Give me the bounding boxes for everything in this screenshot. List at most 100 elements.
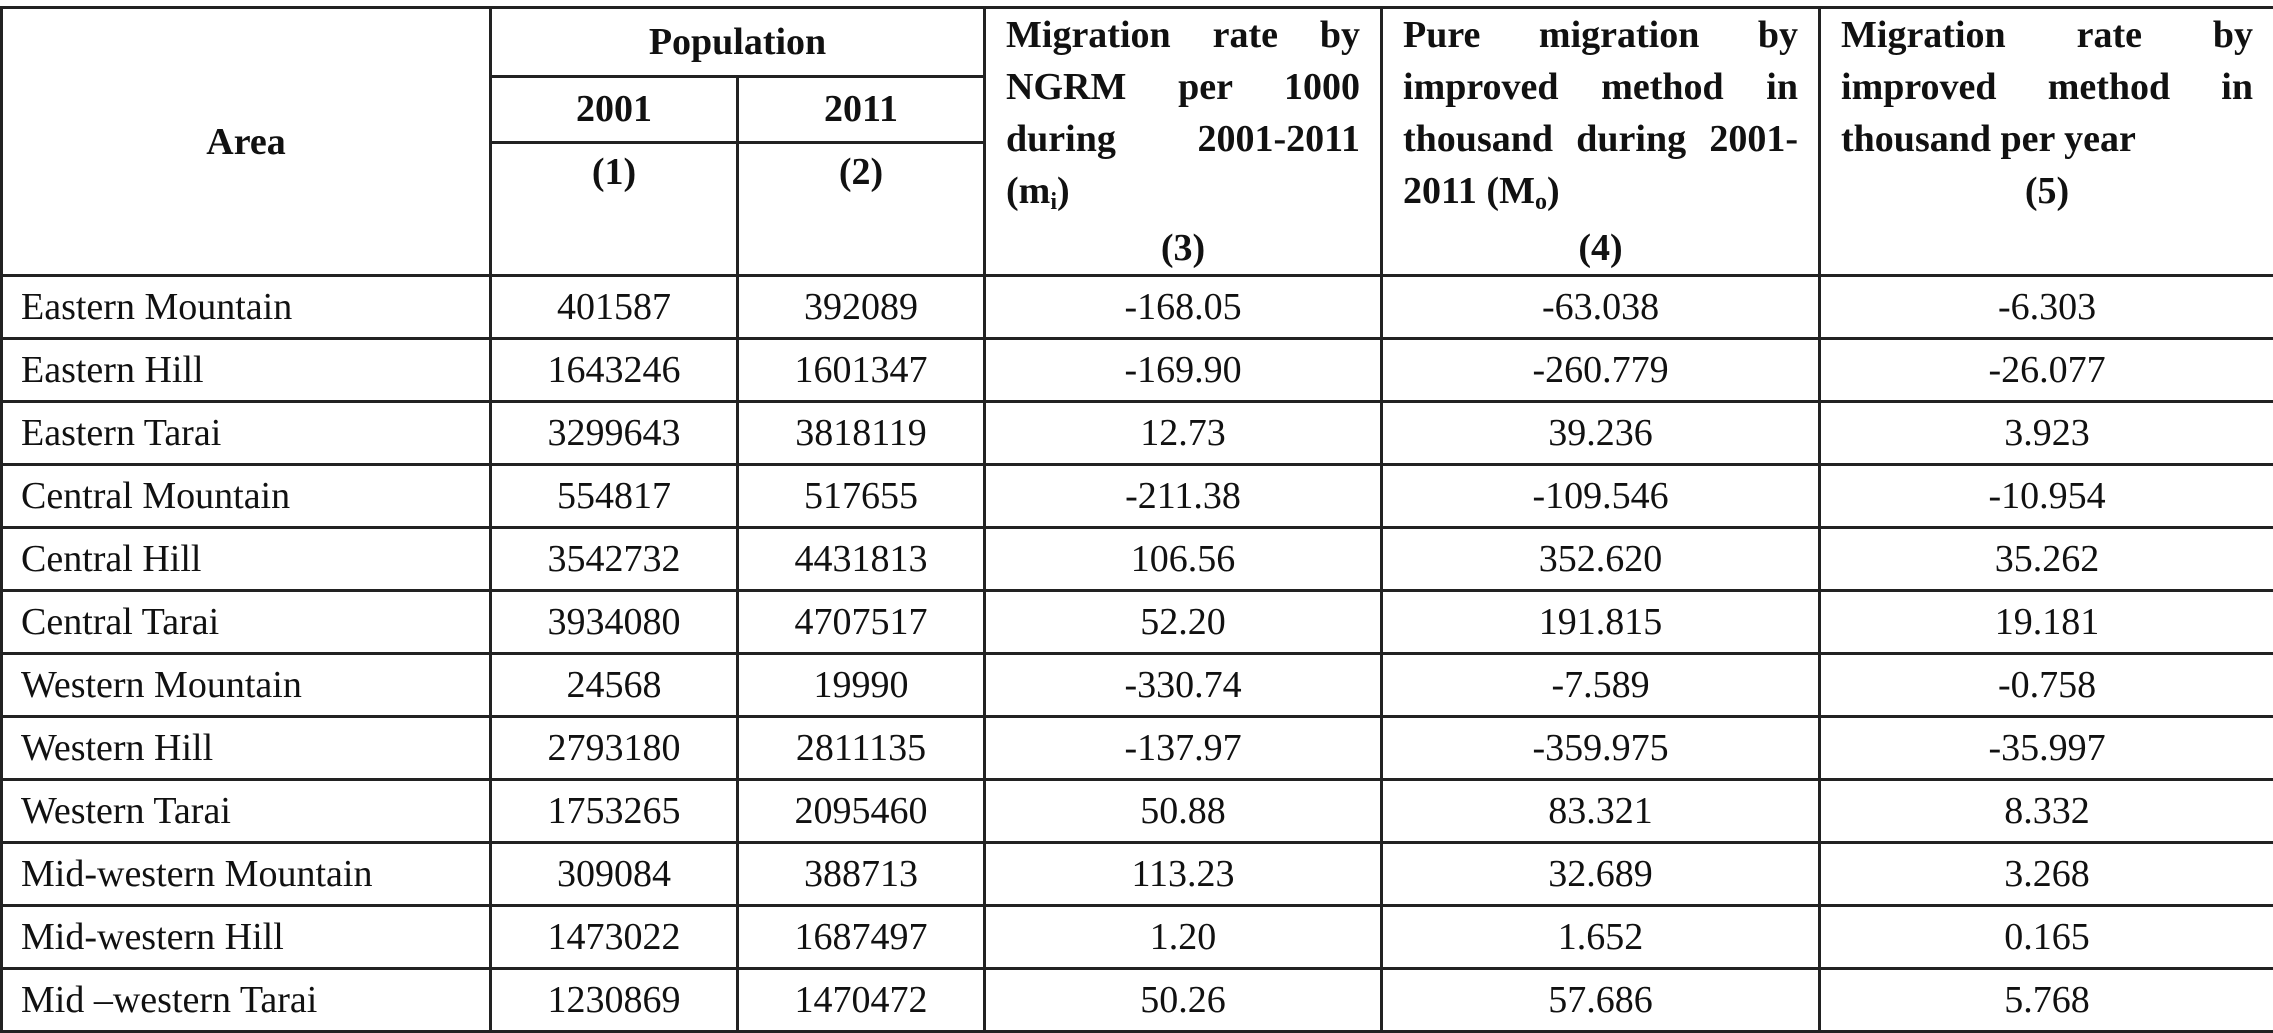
cell-migration-rate-ngrm: -211.38 (985, 465, 1382, 528)
cell-population-2001: 2793180 (491, 717, 738, 780)
cell-migration-rate-per-year: 3.923 (1820, 402, 2273, 465)
cell-population-2001: 309084 (491, 843, 738, 906)
header-pure-migration: Pure migration by improved method in tho… (1382, 8, 1820, 276)
cell-migration-rate-per-year: 0.165 (1820, 906, 2273, 969)
cell-pure-migration: -63.038 (1382, 276, 1820, 339)
cell-pure-migration: -7.589 (1382, 654, 1820, 717)
cell-population-2011: 388713 (738, 843, 985, 906)
cell-population-2011: 4707517 (738, 591, 985, 654)
migration-table: Area Population Migration rate by NGRM p… (0, 6, 2273, 1033)
cell-migration-rate-per-year: 19.181 (1820, 591, 2273, 654)
header-col1-number: (1) (491, 142, 738, 275)
header-col5-number: (5) (1841, 165, 2253, 217)
cell-area: Eastern Hill (2, 339, 491, 402)
cell-area: Eastern Mountain (2, 276, 491, 339)
cell-area: Western Tarai (2, 780, 491, 843)
cell-migration-rate-per-year: 5.768 (1820, 969, 2273, 1032)
cell-population-2001: 3299643 (491, 402, 738, 465)
cell-area: Central Hill (2, 528, 491, 591)
cell-area: Eastern Tarai (2, 402, 491, 465)
cell-migration-rate-ngrm: 52.20 (985, 591, 1382, 654)
cell-migration-rate-ngrm: -330.74 (985, 654, 1382, 717)
cell-area: Mid –western Tarai (2, 969, 491, 1032)
cell-population-2001: 24568 (491, 654, 738, 717)
cell-migration-rate-per-year: -26.077 (1820, 339, 2273, 402)
cell-area: Mid-western Hill (2, 906, 491, 969)
cell-population-2001: 1230869 (491, 969, 738, 1032)
cell-population-2001: 1473022 (491, 906, 738, 969)
cell-area: Mid-western Mountain (2, 843, 491, 906)
cell-population-2011: 1687497 (738, 906, 985, 969)
header-col3-text: Migration rate by NGRM per 1000 during 2… (1006, 9, 1360, 222)
cell-population-2011: 2095460 (738, 780, 985, 843)
cell-pure-migration: 83.321 (1382, 780, 1820, 843)
header-migration-rate-per-year: Migration rate by improved method in tho… (1820, 8, 2273, 276)
cell-migration-rate-per-year: 8.332 (1820, 780, 2273, 843)
cell-population-2001: 3934080 (491, 591, 738, 654)
cell-migration-rate-per-year: -0.758 (1820, 654, 2273, 717)
cell-population-2011: 517655 (738, 465, 985, 528)
cell-population-2001: 3542732 (491, 528, 738, 591)
cell-area: Central Tarai (2, 591, 491, 654)
cell-migration-rate-ngrm: -137.97 (985, 717, 1382, 780)
cell-population-2011: 3818119 (738, 402, 985, 465)
cell-population-2011: 4431813 (738, 528, 985, 591)
header-area: Area (2, 8, 491, 276)
cell-migration-rate-ngrm: 50.88 (985, 780, 1382, 843)
cell-population-2011: 1601347 (738, 339, 985, 402)
cell-migration-rate-ngrm: 12.73 (985, 402, 1382, 465)
cell-migration-rate-ngrm: 106.56 (985, 528, 1382, 591)
cell-migration-rate-per-year: 35.262 (1820, 528, 2273, 591)
cell-population-2001: 1643246 (491, 339, 738, 402)
cell-population-2011: 2811135 (738, 717, 985, 780)
cell-population-2011: 19990 (738, 654, 985, 717)
cell-migration-rate-per-year: 3.268 (1820, 843, 2273, 906)
cell-population-2011: 1470472 (738, 969, 985, 1032)
header-col4-text: Pure migration by improved method in tho… (1403, 9, 1798, 222)
cell-migration-rate-per-year: -10.954 (1820, 465, 2273, 528)
header-col5-text: Migration rate by improved method in tho… (1841, 9, 2253, 165)
cell-pure-migration: 57.686 (1382, 969, 1820, 1032)
cell-population-2001: 401587 (491, 276, 738, 339)
cell-pure-migration: 191.815 (1382, 591, 1820, 654)
cell-area: Central Mountain (2, 465, 491, 528)
cell-pure-migration: -109.546 (1382, 465, 1820, 528)
header-migration-rate-ngrm: Migration rate by NGRM per 1000 during 2… (985, 8, 1382, 276)
cell-migration-rate-ngrm: 50.26 (985, 969, 1382, 1032)
header-year-2001: 2001 (491, 77, 738, 142)
cell-pure-migration: -260.779 (1382, 339, 1820, 402)
header-col2-number: (2) (738, 142, 985, 275)
cell-area: Western Mountain (2, 654, 491, 717)
cell-migration-rate-per-year: -35.997 (1820, 717, 2273, 780)
cell-pure-migration: 32.689 (1382, 843, 1820, 906)
cell-population-2001: 1753265 (491, 780, 738, 843)
cell-population-2011: 392089 (738, 276, 985, 339)
header-population: Population (491, 8, 985, 77)
cell-pure-migration: 1.652 (1382, 906, 1820, 969)
header-col4-number: (4) (1403, 222, 1798, 274)
cell-pure-migration: 352.620 (1382, 528, 1820, 591)
cell-area: Western Hill (2, 717, 491, 780)
cell-migration-rate-ngrm: -168.05 (985, 276, 1382, 339)
header-col3-number: (3) (1006, 222, 1360, 274)
cell-migration-rate-ngrm: 113.23 (985, 843, 1382, 906)
header-year-2011: 2011 (738, 77, 985, 142)
cell-migration-rate-ngrm: 1.20 (985, 906, 1382, 969)
cell-pure-migration: -359.975 (1382, 717, 1820, 780)
cell-migration-rate-ngrm: -169.90 (985, 339, 1382, 402)
cell-migration-rate-per-year: -6.303 (1820, 276, 2273, 339)
cell-population-2001: 554817 (491, 465, 738, 528)
cell-pure-migration: 39.236 (1382, 402, 1820, 465)
